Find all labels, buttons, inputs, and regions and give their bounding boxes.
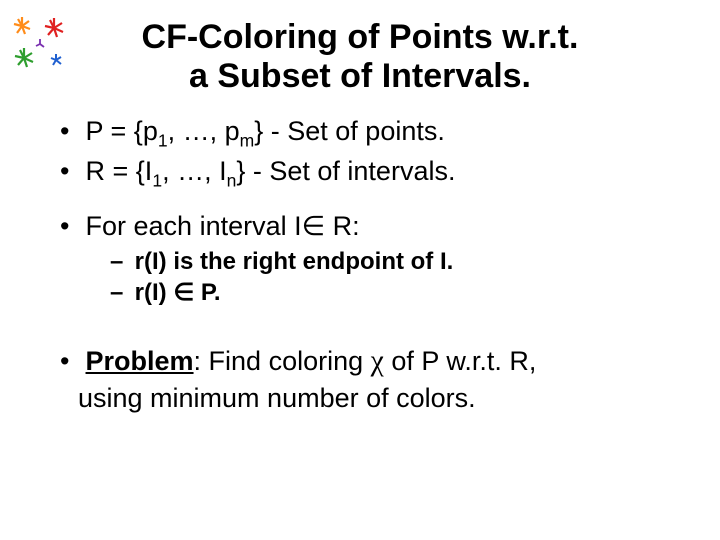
bullet-marker-icon: •	[60, 154, 78, 189]
bullet-r-set: • R = {I1, …, In} - Set of intervals.	[60, 154, 690, 192]
problem-label: Problem	[86, 346, 194, 376]
bullet-marker-icon: •	[60, 209, 78, 244]
slide-title: CF-Coloring of Points w.r.t. a Subset of…	[30, 18, 690, 96]
chi-symbol: χ	[371, 345, 384, 377]
corner-bursts	[10, 12, 80, 82]
sub-bullet-in-p: – r(I) ∈ P.	[110, 277, 690, 308]
sub-bullet-marker-icon: –	[110, 277, 128, 308]
sub-bullet-right-endpoint: – r(I) is the right endpoint of I.	[110, 246, 690, 277]
bullet-problem: • Problem: Find coloring χ of P w.r.t. R…	[60, 342, 690, 416]
title-line1: CF-Coloring of Points w.r.t.	[142, 18, 579, 56]
bullet-p-set: • P = {p1, …, pm} - Set of points.	[60, 114, 690, 152]
sub-bullet-marker-icon: –	[110, 246, 128, 277]
bullet-marker-icon: •	[60, 114, 78, 149]
bullet-marker-icon: •	[60, 344, 78, 379]
sub-bullet-list: – r(I) is the right endpoint of I. – r(I…	[110, 246, 690, 308]
title-line2: a Subset of Intervals.	[189, 57, 531, 95]
main-bullet-list: • P = {p1, …, pm} - Set of points. • R =…	[60, 114, 690, 416]
bullet-foreach: • For each interval I∈ R: – r(I) is the …	[60, 209, 690, 308]
